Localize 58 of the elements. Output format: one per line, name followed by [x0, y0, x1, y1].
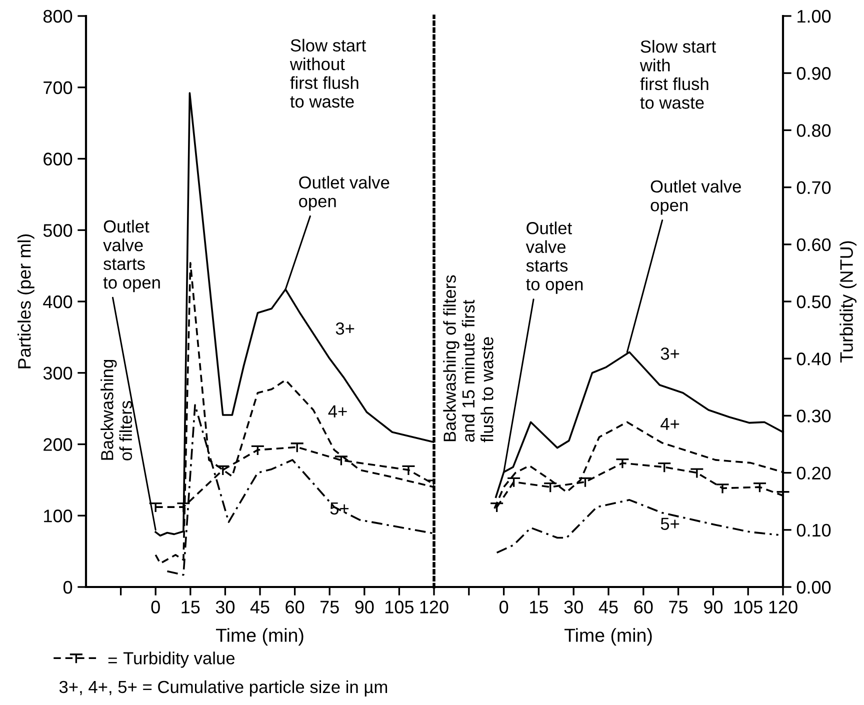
- x-tick-label: 90: [355, 600, 374, 614]
- annotation: Backwashing of filters: [100, 360, 132, 460]
- x-tick-label: 15: [182, 600, 200, 614]
- annotation: Outlet valve starts to open: [103, 220, 160, 292]
- annotation: Backwashing of filters and 15 minute first flush to waste: [443, 275, 494, 442]
- y-tick-label: 700: [44, 81, 72, 94]
- y2-axis-title: Turbidity (NTU): [840, 241, 856, 362]
- annotation: Slow start with first flush to waste: [640, 40, 716, 109]
- annotation: Outlet valve open: [650, 180, 741, 215]
- y2-tick-label: 0.70: [796, 181, 831, 194]
- y2-tick-label: 0.40: [796, 352, 831, 366]
- y-tick-label: 300: [43, 366, 72, 380]
- y-tick-label: 200: [44, 438, 72, 451]
- x-tick-label: 105: [386, 600, 414, 614]
- x-tick-label: 0: [151, 600, 160, 614]
- annotation: Outlet valve starts to open: [526, 222, 583, 294]
- x-tick-label: 105: [734, 600, 762, 614]
- y2-tick-label: 0.00: [796, 580, 831, 594]
- y-axis-title: Particles (per ml): [18, 234, 34, 368]
- y-tick-label: 400: [43, 295, 72, 308]
- y2-tick-label: 0.20: [796, 466, 831, 480]
- x-tick-label: 15: [530, 600, 548, 614]
- x-tick-label: 30: [216, 600, 235, 614]
- series-label: 3+: [336, 322, 354, 335]
- legend-label: Turbidity value: [123, 652, 235, 668]
- y-tick-label: 500: [43, 224, 72, 237]
- x-tick-label: 75: [320, 600, 339, 614]
- x-tick-label: 45: [598, 600, 618, 614]
- x-tick-label: 120: [769, 600, 798, 614]
- x-tick-label: 30: [564, 600, 583, 614]
- x-tick-label: 75: [669, 600, 688, 614]
- series-label: 4+: [660, 418, 680, 430]
- text: =: [108, 658, 117, 664]
- y2-tick-label: 0.90: [796, 67, 831, 80]
- x-axis-title: Time (min): [216, 628, 304, 646]
- series-label: 3+: [660, 348, 680, 360]
- text: 3+, 4+, 5+ = Cumulative particle size in µm: [59, 680, 388, 697]
- y-tick-label: 600: [44, 152, 72, 166]
- series-label: 4+: [328, 405, 347, 418]
- y2-tick-label: 0.50: [796, 295, 831, 308]
- y-tick-label: 0: [63, 580, 72, 594]
- annotation: Slow start without first flush to waste: [290, 38, 366, 108]
- x-tick-label: 60: [286, 600, 304, 614]
- y2-tick-label: 0.30: [796, 410, 831, 422]
- y2-tick-label: 0.60: [796, 238, 831, 252]
- series-label: 5+: [660, 518, 680, 530]
- y2-tick-label: 1.00: [798, 10, 831, 23]
- x-tick-label: 0: [499, 600, 508, 614]
- y-tick-label: 800: [43, 10, 72, 23]
- x-tick-label: 120: [420, 600, 448, 614]
- x-tick-label: 60: [634, 600, 653, 614]
- x-tick-label: 45: [250, 600, 270, 614]
- y-tick-label: 100: [44, 510, 72, 522]
- x-axis-title: Time (min): [564, 628, 652, 646]
- x-tick-label: 90: [704, 600, 723, 614]
- y2-tick-label: 0.10: [796, 524, 831, 537]
- y2-tick-label: 0.80: [796, 124, 831, 137]
- annotation: Outlet valve open: [299, 176, 390, 211]
